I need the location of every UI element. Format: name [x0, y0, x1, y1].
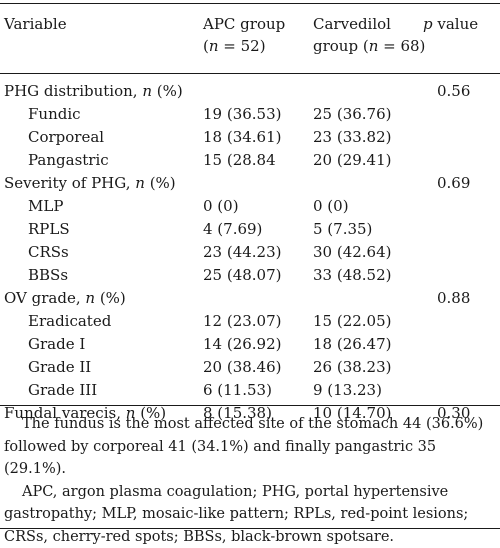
row-sub-label: CRSs	[28, 241, 69, 264]
table-row: BBSs 25 (48.07) 33 (48.52)	[0, 264, 500, 287]
header-bottom-rule	[0, 73, 500, 74]
row-sub-label: MLP	[28, 195, 63, 218]
table-row: Fundic 19 (36.53) 25 (36.76)	[0, 103, 500, 126]
table-top-rule	[0, 3, 500, 4]
cell-apc: 20 (38.46)	[203, 356, 282, 379]
row-sub-label: RPLS	[28, 218, 70, 241]
cell-apc: 18 (34.61)	[203, 126, 282, 149]
table-row: Grade III 6 (11.53) 9 (13.23)	[0, 379, 500, 402]
table-row: PHG distribution, n (%) 0.56	[0, 80, 500, 103]
table-row: Grade II 20 (38.46) 26 (38.23)	[0, 356, 500, 379]
header-apc-group: APC group (n = 52)	[203, 13, 285, 57]
cell-p-value: 0.88	[437, 287, 470, 310]
row-sub-label: Corporeal	[28, 126, 104, 149]
cell-apc: 0 (0)	[203, 195, 239, 218]
row-sub-label: Eradicated	[28, 310, 111, 333]
footnote-1: The fundus is the most affected site of …	[4, 413, 496, 481]
row-sub-label: Fundic	[28, 103, 81, 126]
row-sub-label: Grade III	[28, 379, 97, 402]
table-row: Eradicated 12 (23.07) 15 (22.05)	[0, 310, 500, 333]
cell-carvedilol: 5 (7.35)	[313, 218, 372, 241]
cell-apc: 14 (26.92)	[203, 333, 282, 356]
cell-carvedilol: 25 (36.76)	[313, 103, 392, 126]
cell-carvedilol: 23 (33.82)	[313, 126, 392, 149]
footnote-abbreviations: APC, argon plasma coagulation; PHG, port…	[4, 481, 496, 548]
cell-apc: 19 (36.53)	[203, 103, 282, 126]
row-sub-label: Grade II	[28, 356, 91, 379]
table-row: Pangastric 15 (28.84 20 (29.41)	[0, 149, 500, 172]
table-row: Corporeal 18 (34.61) 23 (33.82)	[0, 126, 500, 149]
cell-apc: 12 (23.07)	[203, 310, 282, 333]
table-row: OV grade, n (%) 0.88	[0, 287, 500, 310]
cell-carvedilol: 33 (48.52)	[313, 264, 392, 287]
cell-carvedilol: 30 (42.64)	[313, 241, 392, 264]
row-sub-label: Pangastric	[28, 149, 109, 172]
cell-carvedilol: 15 (22.05)	[313, 310, 392, 333]
row-sub-label: Grade I	[28, 333, 85, 356]
cell-apc: 6 (11.53)	[203, 379, 272, 402]
row-group-label: Severity of PHG, n (%)	[4, 172, 176, 195]
table-row: RPLS 4 (7.69) 5 (7.35)	[0, 218, 500, 241]
header-p-value: p value	[423, 13, 478, 35]
cell-carvedilol: 9 (13.23)	[313, 379, 382, 402]
cell-p-value: 0.69	[437, 172, 470, 195]
row-group-label: PHG distribution, n (%)	[4, 80, 183, 103]
cell-carvedilol: 20 (29.41)	[313, 149, 392, 172]
row-sub-label: BBSs	[28, 264, 68, 287]
header-variable: Variable	[4, 13, 67, 35]
cell-carvedilol: 26 (38.23)	[313, 356, 392, 379]
header-carvedilol-group: Carvedilol group (n = 68)	[313, 13, 425, 57]
table-row: Grade I 14 (26.92) 18 (26.47)	[0, 333, 500, 356]
table-row: MLP 0 (0) 0 (0)	[0, 195, 500, 218]
cell-p-value: 0.56	[437, 80, 470, 103]
table-bottom-rule	[0, 405, 500, 406]
cell-carvedilol: 18 (26.47)	[313, 333, 392, 356]
table-row: CRSs 23 (44.23) 30 (42.64)	[0, 241, 500, 264]
cell-apc: 25 (48.07)	[203, 264, 282, 287]
cell-apc: 15 (28.84	[203, 149, 276, 172]
footnote-bottom-rule	[0, 528, 500, 529]
cell-apc: 23 (44.23)	[203, 241, 282, 264]
cell-carvedilol: 0 (0)	[313, 195, 349, 218]
cell-apc: 4 (7.69)	[203, 218, 262, 241]
row-group-label: OV grade, n (%)	[4, 287, 126, 310]
table-row: Severity of PHG, n (%) 0.69	[0, 172, 500, 195]
